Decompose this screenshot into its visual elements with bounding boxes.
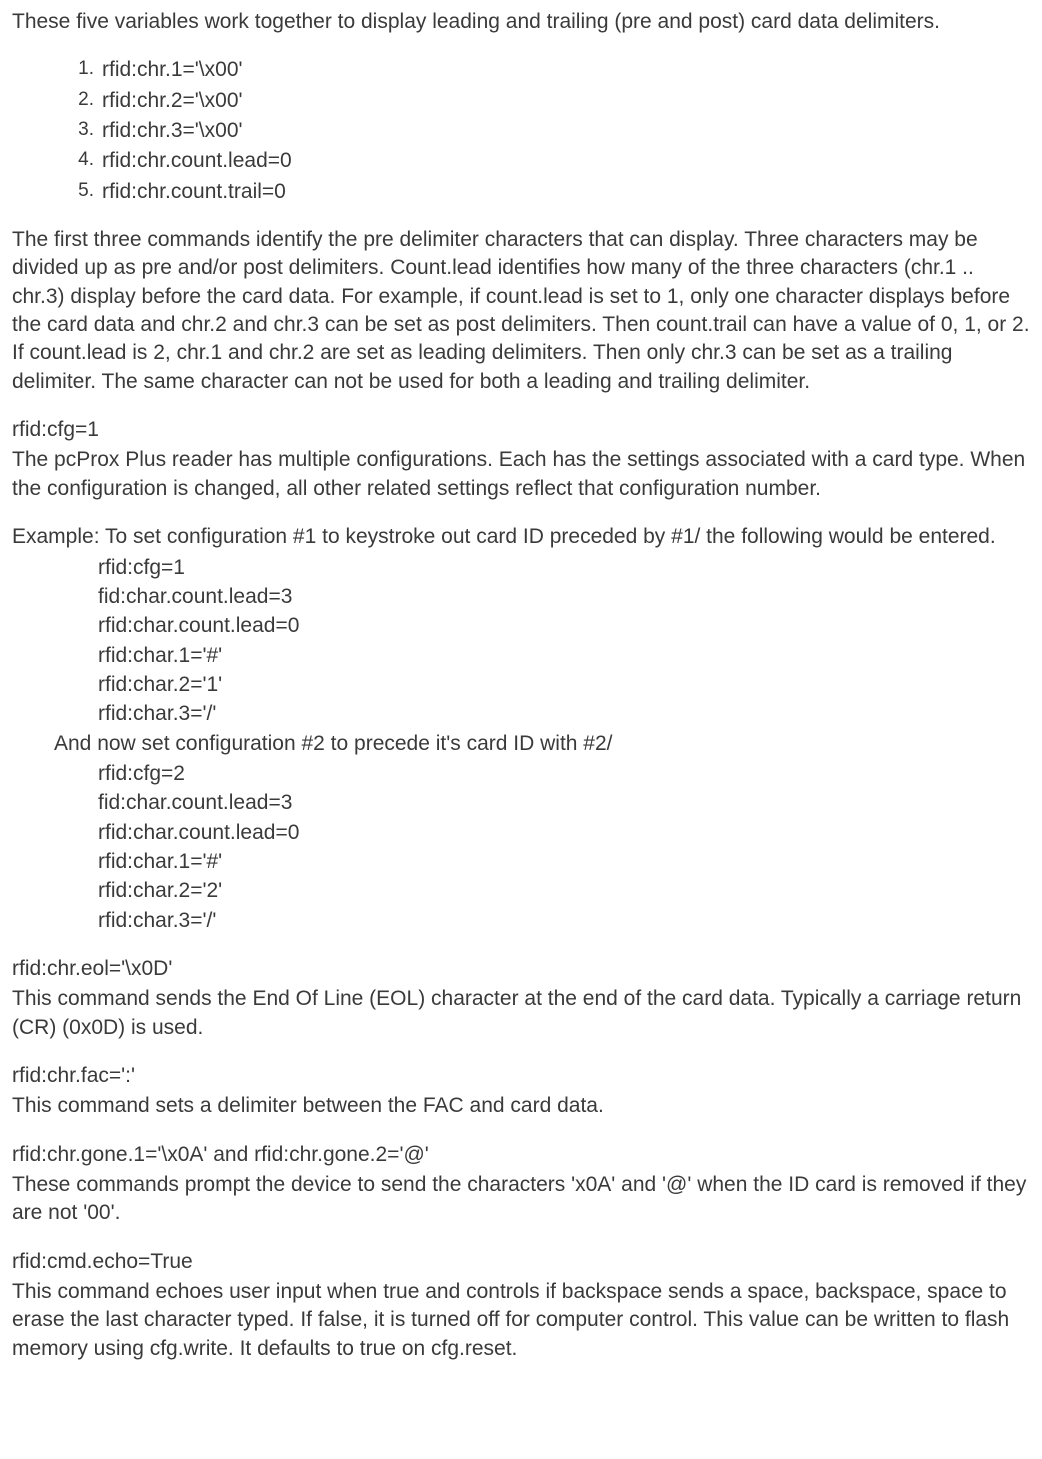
- code-line: rfid:char.count.lead=0: [98, 612, 1030, 640]
- code-line: rfid:char.count.lead=0: [98, 819, 1030, 847]
- paragraph-delimiters: The first three commands identify the pr…: [12, 226, 1030, 396]
- code-line: rfid:char.2='1': [98, 671, 1030, 699]
- code-line: fid:char.count.lead=3: [98, 789, 1030, 817]
- numbered-list: 1. rfid:chr.1='\x00' 2. rfid:chr.2='\x00…: [66, 56, 1030, 206]
- item-number: 4.: [66, 147, 94, 175]
- example-mid: And now set configuration #2 to precede …: [54, 730, 1030, 758]
- list-item: 2. rfid:chr.2='\x00': [66, 87, 1030, 115]
- code-line: rfid:char.2='2': [98, 877, 1030, 905]
- section-echo: rfid:cmd.echo=True This command echoes u…: [12, 1248, 1030, 1363]
- section-body: The pcProx Plus reader has multiple conf…: [12, 446, 1030, 503]
- example-block-2: rfid:cfg=2 fid:char.count.lead=3 rfid:ch…: [98, 760, 1030, 935]
- code-line: rfid:cfg=1: [98, 554, 1030, 582]
- item-number: 5.: [66, 178, 94, 206]
- item-text: rfid:chr.count.lead=0: [102, 147, 292, 175]
- item-number: 3.: [66, 117, 94, 145]
- section-fac: rfid:chr.fac=':' This command sets a del…: [12, 1062, 1030, 1121]
- section-cfg: rfid:cfg=1 The pcProx Plus reader has mu…: [12, 416, 1030, 503]
- example-block-1: rfid:cfg=1 fid:char.count.lead=3 rfid:ch…: [98, 554, 1030, 729]
- code-line: rfid:char.1='#': [98, 848, 1030, 876]
- code-line: fid:char.count.lead=3: [98, 583, 1030, 611]
- section-title: rfid:cfg=1: [12, 416, 1030, 444]
- item-text: rfid:chr.3='\x00': [102, 117, 243, 145]
- code-line: rfid:char.3='/': [98, 700, 1030, 728]
- item-text: rfid:chr.2='\x00': [102, 87, 243, 115]
- list-item: 3. rfid:chr.3='\x00': [66, 117, 1030, 145]
- section-body: These commands prompt the device to send…: [12, 1171, 1030, 1228]
- section-title: rfid:chr.gone.1='\x0A' and rfid:chr.gone…: [12, 1141, 1030, 1169]
- section-title: rfid:cmd.echo=True: [12, 1248, 1030, 1276]
- item-text: rfid:chr.1='\x00': [102, 56, 243, 84]
- section-eol: rfid:chr.eol='\x0D' This command sends t…: [12, 955, 1030, 1042]
- list-item: 4. rfid:chr.count.lead=0: [66, 147, 1030, 175]
- code-line: rfid:char.3='/': [98, 907, 1030, 935]
- code-line: rfid:char.1='#': [98, 642, 1030, 670]
- intro-text: These five variables work together to di…: [12, 8, 1030, 36]
- list-item: 1. rfid:chr.1='\x00': [66, 56, 1030, 84]
- item-number: 2.: [66, 87, 94, 115]
- section-example: Example: To set configuration #1 to keys…: [12, 523, 1030, 935]
- section-body: This command echoes user input when true…: [12, 1278, 1030, 1363]
- example-lead: Example: To set configuration #1 to keys…: [12, 523, 1030, 551]
- code-line: rfid:cfg=2: [98, 760, 1030, 788]
- section-title: rfid:chr.fac=':': [12, 1062, 1030, 1090]
- section-body: This command sends the End Of Line (EOL)…: [12, 985, 1030, 1042]
- section-title: rfid:chr.eol='\x0D': [12, 955, 1030, 983]
- list-item: 5. rfid:chr.count.trail=0: [66, 178, 1030, 206]
- item-number: 1.: [66, 56, 94, 84]
- section-body: This command sets a delimiter between th…: [12, 1092, 1030, 1120]
- item-text: rfid:chr.count.trail=0: [102, 178, 286, 206]
- section-gone: rfid:chr.gone.1='\x0A' and rfid:chr.gone…: [12, 1141, 1030, 1228]
